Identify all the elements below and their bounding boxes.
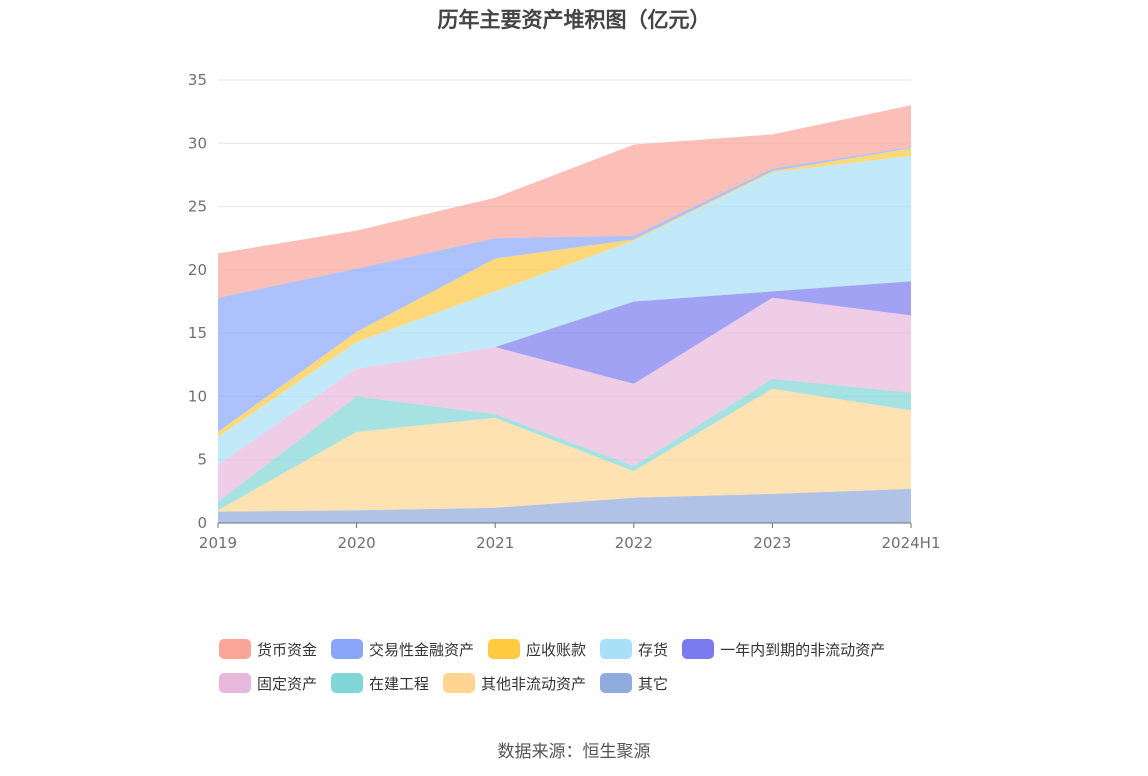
- area-交易性金融资产: [218, 147, 911, 432]
- y-tick-label: 15: [188, 324, 207, 342]
- legend: 货币资金 交易性金融资产 应收账款 存货 一年内到期的非流动资产固定资产 在建工程 其他非流…: [219, 638, 959, 706]
- legend-item[interactable]: 货币资金: [219, 638, 317, 660]
- y-tick-label: 5: [197, 451, 207, 469]
- legend-label: 货币资金: [257, 640, 318, 659]
- x-tick-label: 2021: [476, 534, 514, 552]
- x-tick-label: 2024H1: [882, 534, 941, 552]
- legend-item[interactable]: 其它: [600, 672, 668, 694]
- chart-title: 历年主要资产堆积图（亿元）: [437, 8, 711, 32]
- legend-label: 其它: [638, 674, 669, 693]
- legend-item[interactable]: 固定资产: [219, 672, 317, 694]
- legend-swatch: [331, 639, 364, 659]
- y-tick-label: 0: [197, 514, 207, 532]
- area-在建工程: [218, 378, 911, 511]
- legend-label: 存货: [638, 640, 669, 659]
- legend-swatch: [600, 639, 633, 659]
- legend-item[interactable]: 在建工程: [331, 672, 429, 694]
- legend-item[interactable]: 其他非流动资产: [443, 672, 586, 694]
- y-tick-label: 35: [188, 71, 207, 89]
- y-tick-label: 30: [188, 134, 207, 152]
- data-source-note: 数据来源：恒生聚源: [497, 742, 651, 762]
- legend-swatch: [682, 639, 715, 659]
- x-tick-label: 2023: [753, 534, 791, 552]
- area-货币资金: [218, 105, 911, 298]
- legend-swatch: [443, 673, 476, 693]
- legend-item[interactable]: 交易性金融资产: [331, 638, 474, 660]
- legend-label: 应收账款: [526, 640, 587, 659]
- stacked-area-chart: 0 5 10 15 20 25 30 35 2019 2020 2021 2022 2023 2024H1: [188, 71, 941, 552]
- legend-label: 在建工程: [369, 674, 430, 693]
- axes: 0 5 10 15 20 25 30 35 2019 2020 2021 2022 2023 2024H1: [188, 71, 941, 552]
- legend-label: 交易性金融资产: [369, 640, 475, 659]
- legend-item[interactable]: 应收账款: [488, 638, 586, 660]
- legend-swatch: [600, 673, 633, 693]
- x-tick-label: 2019: [199, 534, 237, 552]
- area-一年内到期的非流动资产: [218, 281, 911, 465]
- y-tick-label: 10: [188, 387, 207, 405]
- area-存货: [218, 155, 911, 465]
- legend-swatch: [219, 639, 251, 659]
- y-tick-label: 20: [188, 261, 207, 279]
- area-其他非流动资产: [218, 388, 911, 512]
- legend-label: 一年内到期的非流动资产: [720, 640, 886, 659]
- area-固定资产: [218, 297, 911, 502]
- legend-label: 固定资产: [257, 674, 318, 693]
- legend-item[interactable]: 存货: [600, 638, 668, 660]
- area-series: [218, 105, 911, 523]
- area-其它: [218, 488, 911, 523]
- legend-item[interactable]: 一年内到期的非流动资产: [682, 638, 885, 660]
- y-tick-label: 25: [188, 198, 207, 216]
- x-tick-label: 2020: [338, 534, 376, 552]
- legend-swatch: [331, 673, 364, 693]
- legend-label: 其他非流动资产: [481, 674, 587, 693]
- x-tick-label: 2022: [615, 534, 653, 552]
- legend-swatch: [488, 639, 521, 659]
- legend-swatch: [219, 673, 251, 693]
